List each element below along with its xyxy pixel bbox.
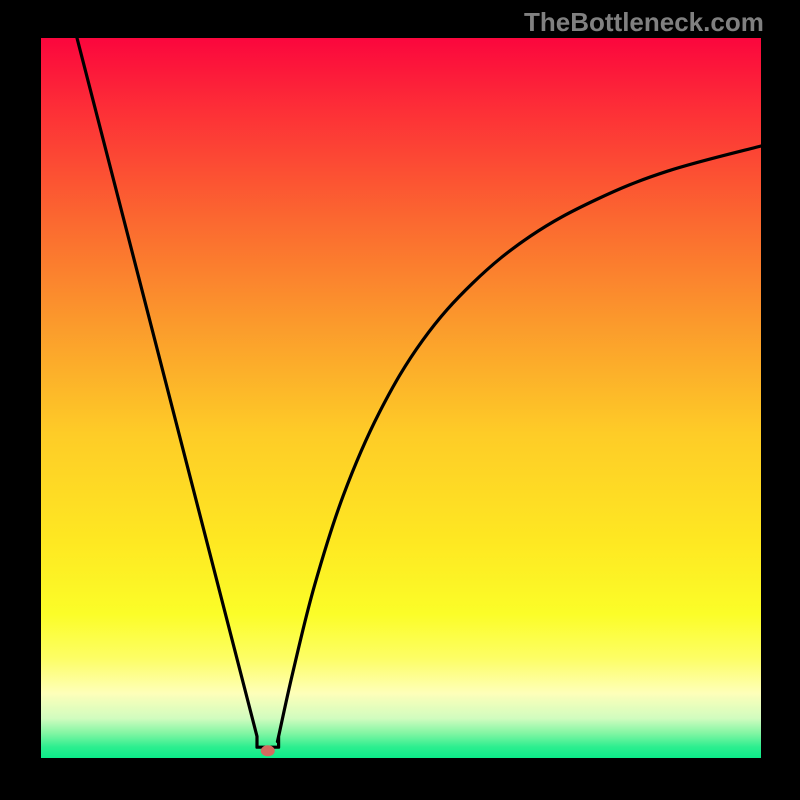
chart-frame	[41, 38, 761, 758]
watermark-text: TheBottleneck.com	[524, 7, 764, 38]
gradient-background	[41, 38, 761, 758]
chart-svg	[41, 38, 761, 758]
optimum-marker	[261, 746, 274, 756]
